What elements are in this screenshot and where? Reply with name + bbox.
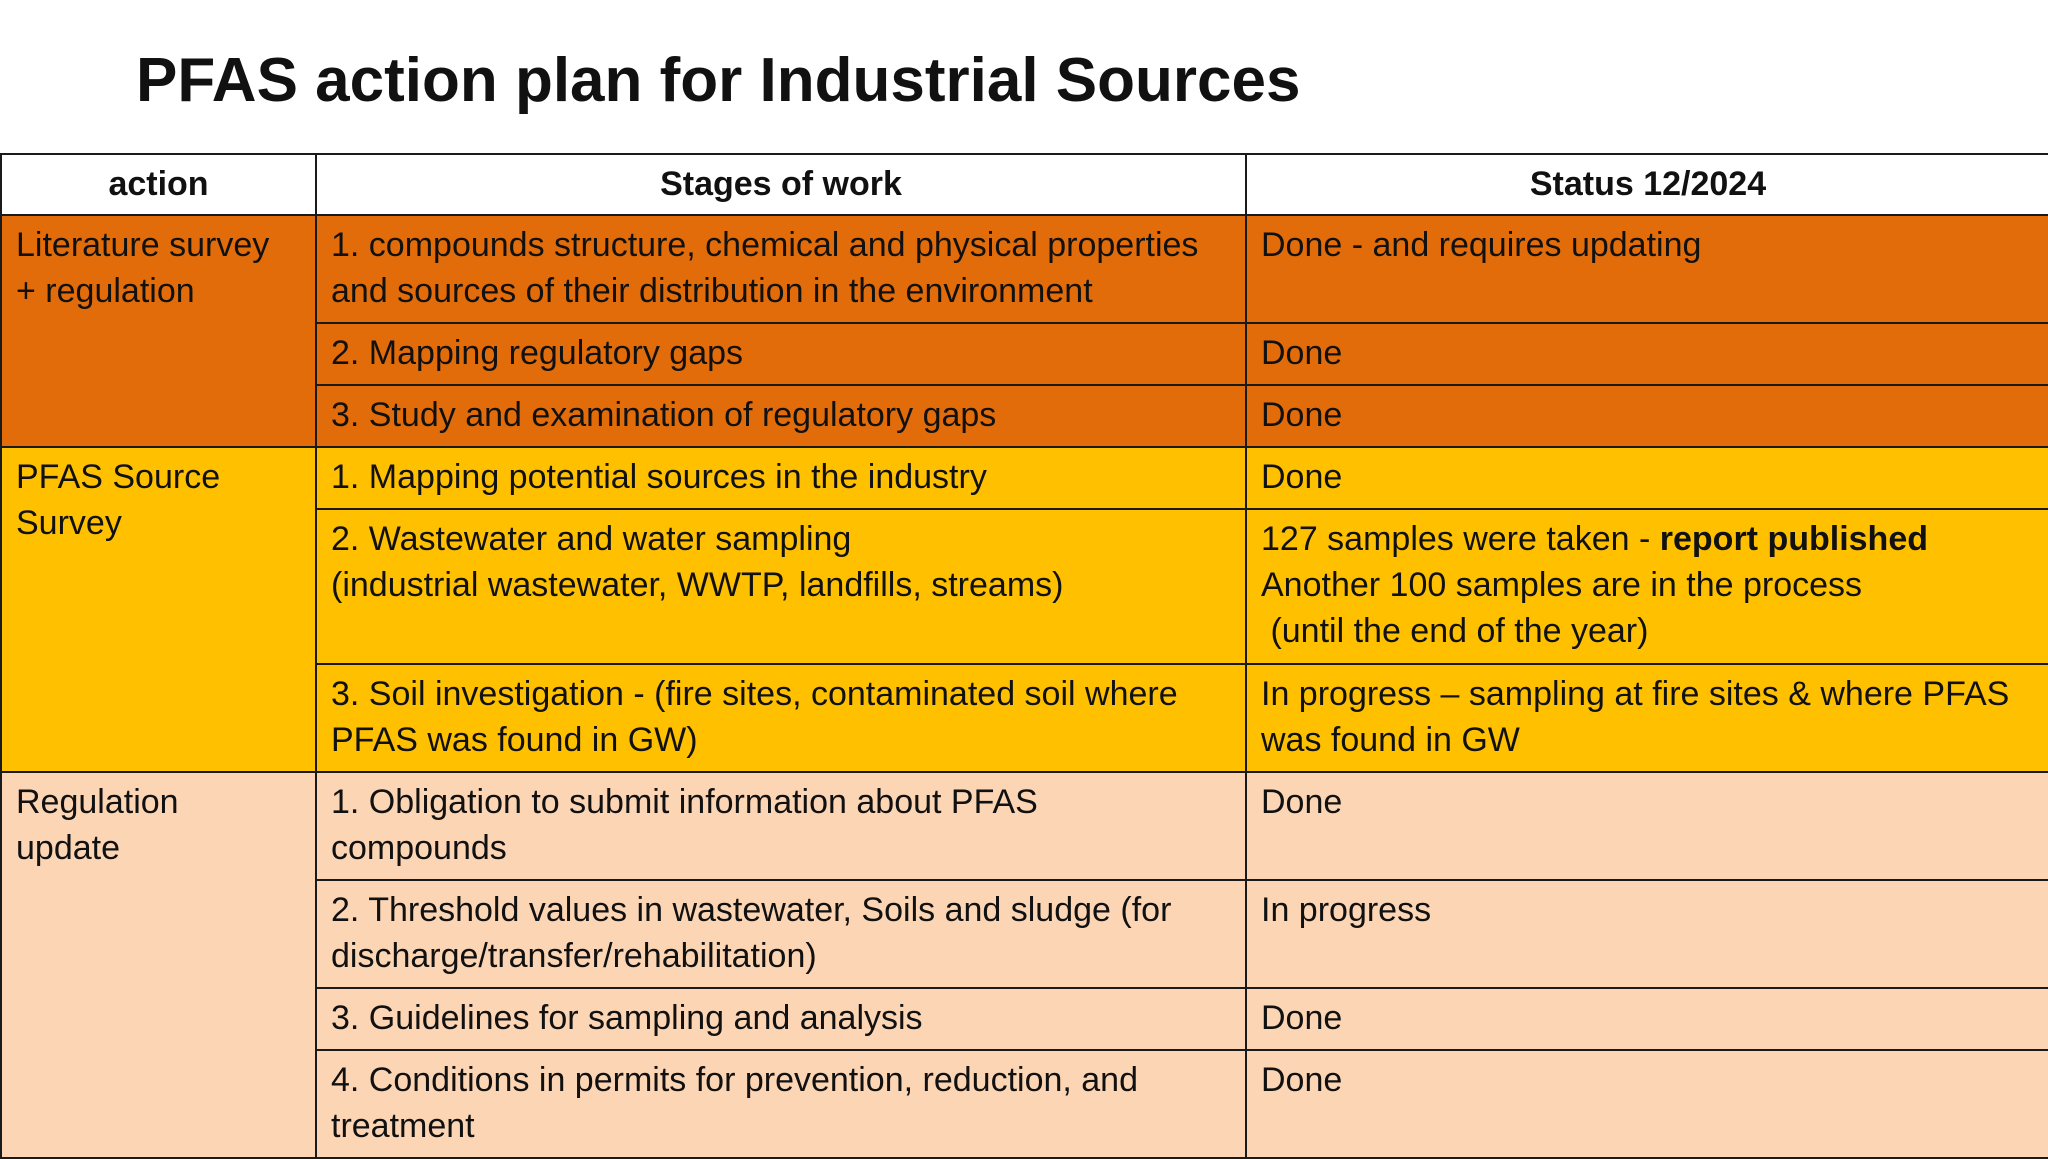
stage-text-line: 2. Threshold values in wastewater, Soils… xyxy=(331,891,1172,929)
status-cell: Done xyxy=(1245,384,2048,448)
status-text-line: 127 samples were taken - report publishe… xyxy=(1261,516,2035,562)
action-cell-regulation-update: Regulation update xyxy=(0,771,317,1159)
stage-cell: 2. Mapping regulatory gaps xyxy=(315,322,1247,386)
header-stages-of-work: Stages of work xyxy=(315,153,1247,216)
status-text-plain: 127 samples were taken - xyxy=(1261,520,1660,558)
stage-text-line: treatment xyxy=(331,1107,475,1145)
status-text-line: In progress xyxy=(1261,891,1432,929)
table-row: 3. Guidelines for sampling and analysis … xyxy=(1,987,2048,1051)
status-cell: 127 samples were taken - report publishe… xyxy=(1245,508,2048,665)
stage-cell: 4. Conditions in permits for prevention,… xyxy=(315,1049,1247,1159)
status-text-line: Done xyxy=(1261,396,1343,434)
stage-cell: 2. Wastewater and water sampling (indust… xyxy=(315,508,1247,665)
action-label-line: + regulation xyxy=(16,272,195,310)
status-cell: Done xyxy=(1245,322,2048,386)
slide-title: PFAS action plan for Industrial Sources xyxy=(136,46,1301,115)
status-cell: Done xyxy=(1245,987,2048,1051)
status-text-line: Done - and requires updating xyxy=(1261,226,1702,264)
report-published-highlight: report published xyxy=(1659,520,1928,558)
table-row: 2. Threshold values in wastewater, Soils… xyxy=(1,879,2048,989)
status-cell: In progress xyxy=(1245,879,2048,989)
action-label-line: Regulation xyxy=(16,783,179,821)
stage-cell: 1. Mapping potential sources in the indu… xyxy=(315,446,1247,510)
table-row: 4. Conditions in permits for prevention,… xyxy=(1,1049,2048,1159)
status-cell: Done - and requires updating xyxy=(1245,214,2048,324)
stage-text-line: compounds xyxy=(331,829,507,867)
stage-text-line: 2. Mapping regulatory gaps xyxy=(331,334,744,372)
stage-text-line: 4. Conditions in permits for prevention,… xyxy=(331,1061,1139,1099)
stage-text-line: 1. compounds structure, chemical and phy… xyxy=(331,226,1199,264)
status-text-line: Done xyxy=(1261,1061,1343,1099)
status-text-line: Done xyxy=(1261,999,1343,1037)
action-label-line: Survey xyxy=(16,504,122,542)
status-text-line: Another 100 samples are in the process xyxy=(1261,566,1863,604)
action-label-line: Literature survey xyxy=(16,226,270,264)
stage-text-line: 2. Wastewater and water sampling xyxy=(331,520,852,558)
stage-cell: 1. compounds structure, chemical and phy… xyxy=(315,214,1247,324)
header-action: action xyxy=(0,153,317,216)
table-header-row: action Stages of work Status 12/2024 xyxy=(0,153,2048,216)
table-row: Regulation update 1. Obligation to submi… xyxy=(0,771,2048,1159)
stage-cell: 1. Obligation to submit information abou… xyxy=(315,771,1247,881)
table-row: 3. Study and examination of regulatory g… xyxy=(1,384,2048,448)
stage-text-line: discharge/transfer/rehabilitation) xyxy=(331,937,817,975)
stage-cell: 3. Study and examination of regulatory g… xyxy=(315,384,1247,448)
status-text-line: Done xyxy=(1261,458,1343,496)
table-row: 3. Soil investigation - (fire sites, con… xyxy=(1,663,2048,773)
status-cell: Done xyxy=(1245,446,2048,510)
action-cell-pfas-source-survey: PFAS Source Survey xyxy=(0,446,317,773)
action-cell-literature-survey: Literature survey + regulation xyxy=(0,214,317,448)
stage-text-line: (industrial wastewater, WWTP, landfills,… xyxy=(331,566,1064,604)
status-text-line: was found in GW xyxy=(1261,721,1520,759)
table-row: Literature survey + regulation 1. compou… xyxy=(0,214,2048,448)
status-cell: In progress – sampling at fire sites & w… xyxy=(1245,663,2048,773)
stage-cell: 2. Threshold values in wastewater, Soils… xyxy=(315,879,1247,989)
stage-text-line: and sources of their distribution in the… xyxy=(331,272,1093,310)
status-text-line: (until the end of the year) xyxy=(1261,612,1649,650)
stage-cell: 3. Guidelines for sampling and analysis xyxy=(315,987,1247,1051)
table-row: 2. Wastewater and water sampling (indust… xyxy=(1,508,2048,665)
stage-text-line: 3. Guidelines for sampling and analysis xyxy=(331,999,923,1037)
status-text-line: In progress – sampling at fire sites & w… xyxy=(1261,675,2010,713)
action-label-line: PFAS Source xyxy=(16,458,221,496)
status-text-line: Done xyxy=(1261,783,1343,821)
action-plan-table: action Stages of work Status 12/2024 Lit… xyxy=(0,153,2048,1159)
status-cell: Done xyxy=(1245,771,2048,881)
status-cell: Done xyxy=(1245,1049,2048,1159)
stage-cell: 3. Soil investigation - (fire sites, con… xyxy=(315,663,1247,773)
table-row: PFAS Source Survey 1. Mapping potential … xyxy=(0,446,2048,773)
stage-text-line: 3. Soil investigation - (fire sites, con… xyxy=(331,675,1178,713)
header-status: Status 12/2024 xyxy=(1245,153,2048,216)
stage-text-line: 1. Obligation to submit information abou… xyxy=(331,783,1038,821)
stage-text-line: 1. Mapping potential sources in the indu… xyxy=(331,458,987,496)
action-label-line: update xyxy=(16,829,120,867)
stage-text-line: PFAS was found in GW) xyxy=(331,721,698,759)
status-text-line: Done xyxy=(1261,334,1343,372)
table-row: 2. Mapping regulatory gaps Done xyxy=(1,322,2048,386)
stage-text-line: 3. Study and examination of regulatory g… xyxy=(331,396,997,434)
